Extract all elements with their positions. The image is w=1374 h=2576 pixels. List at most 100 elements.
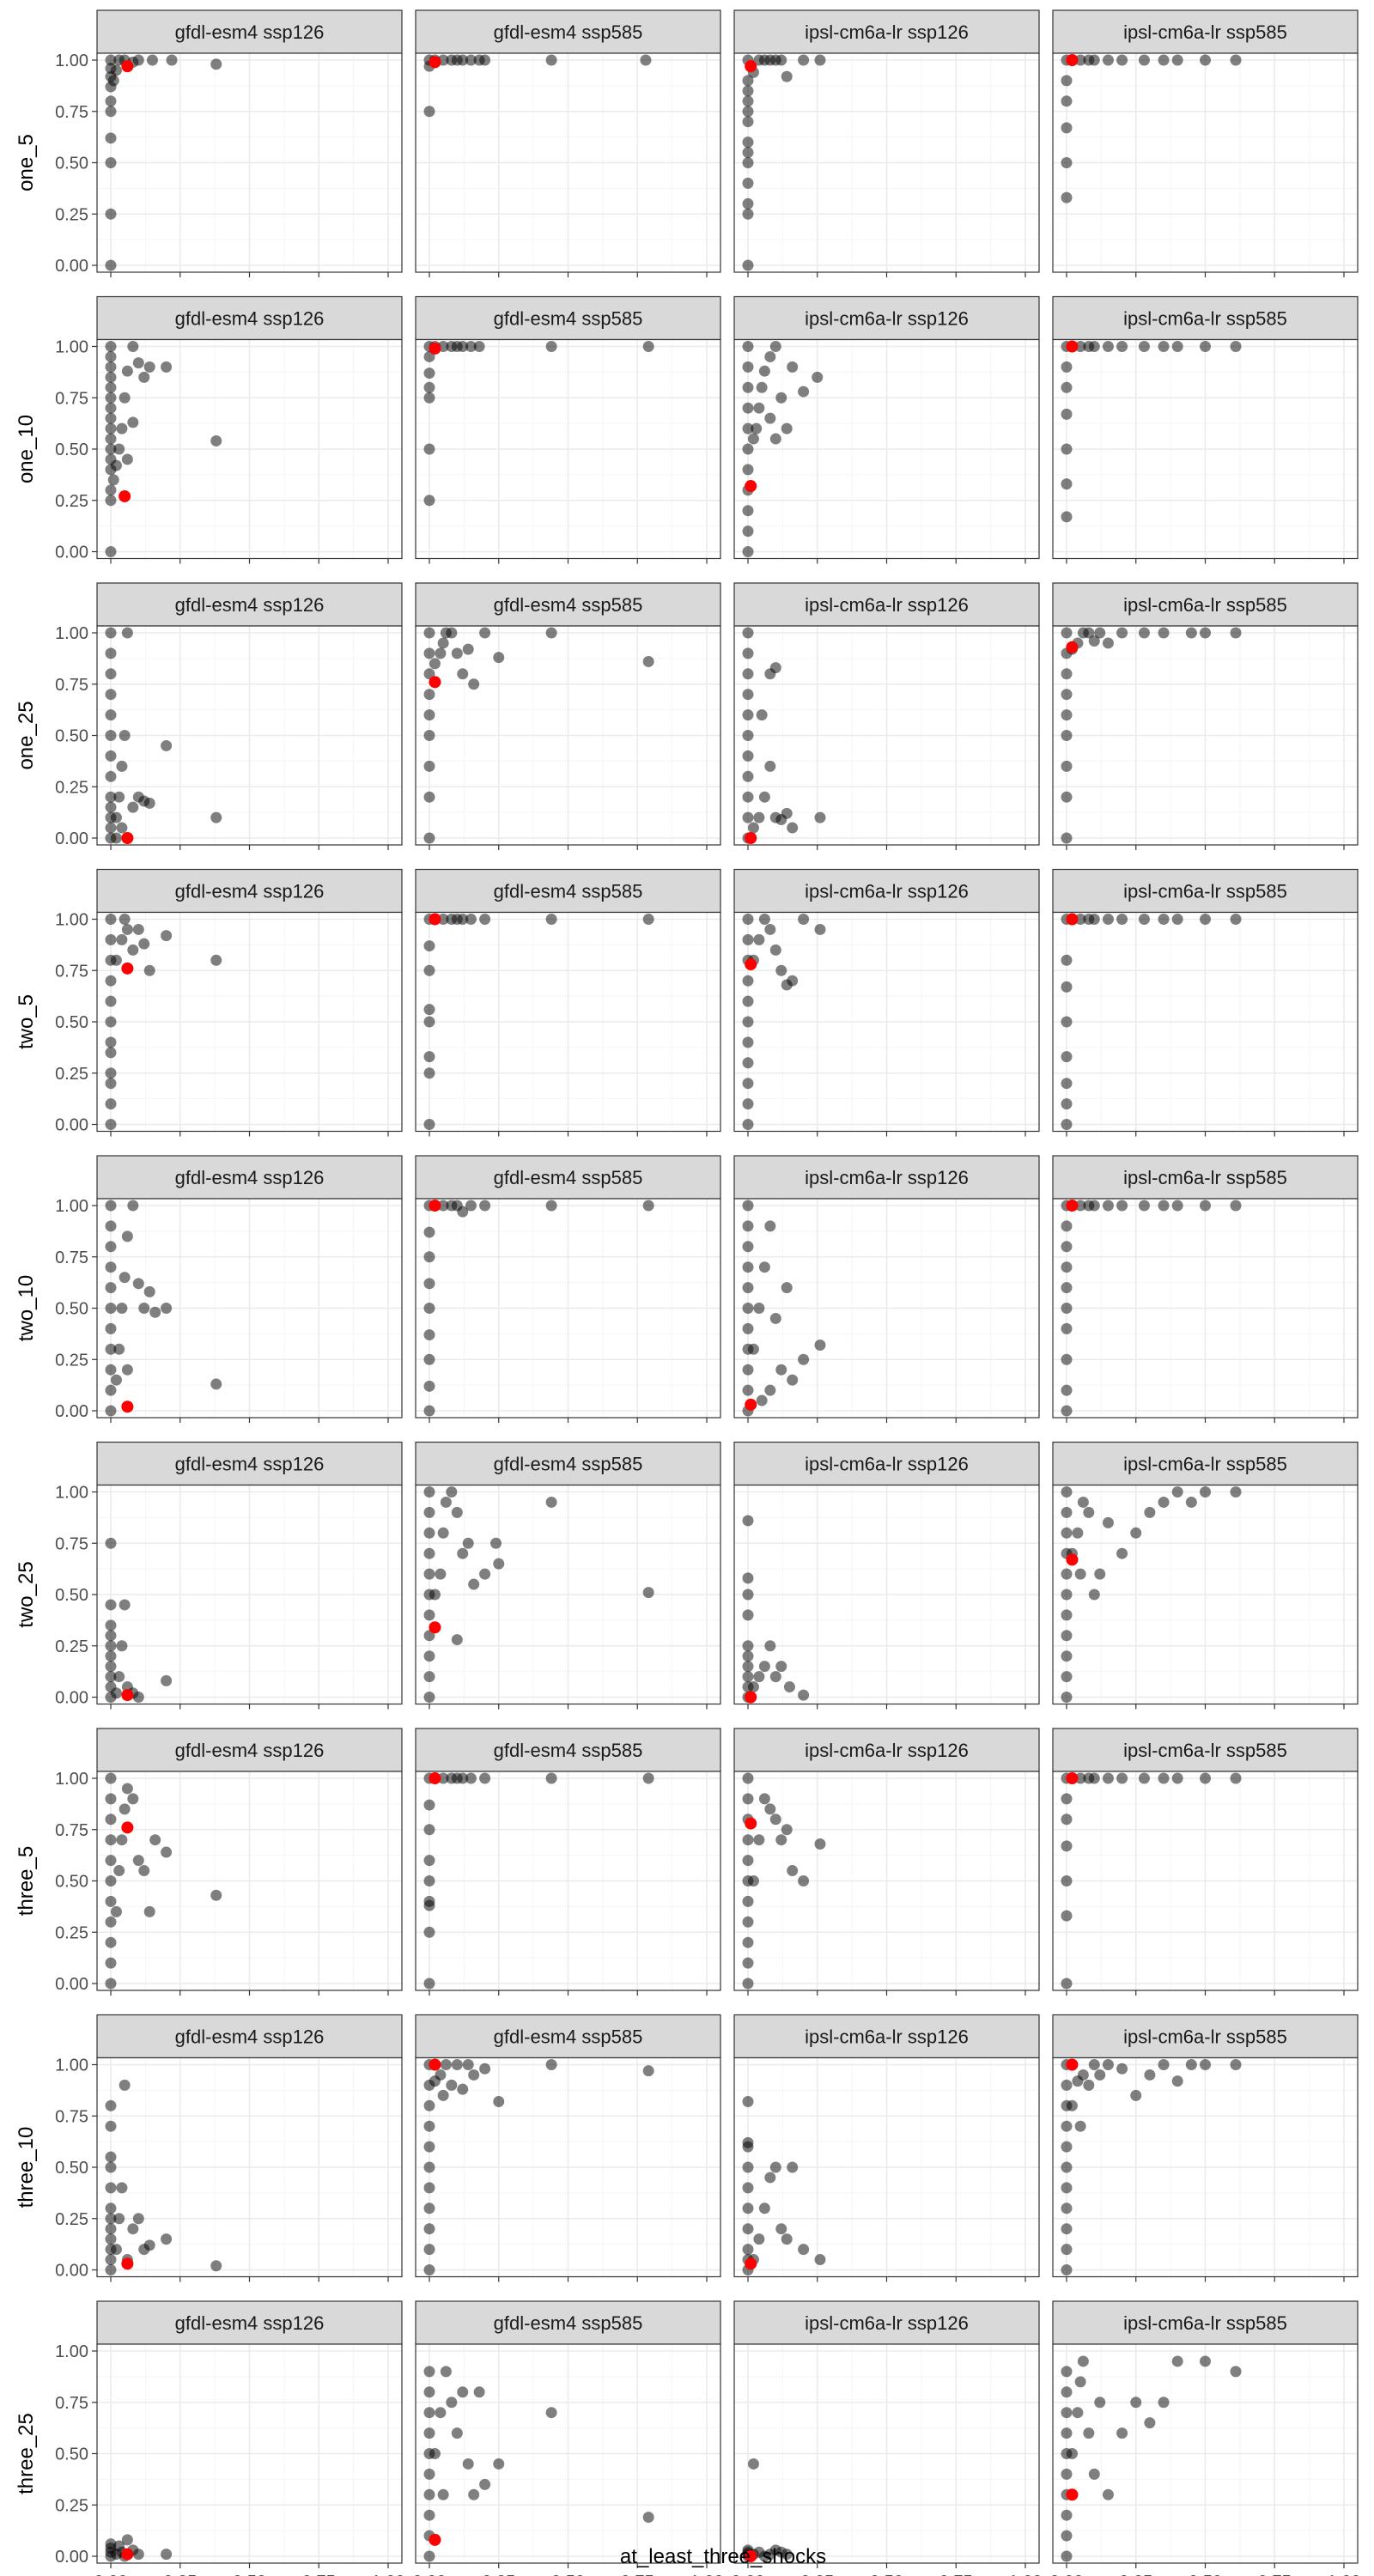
data-point	[1061, 1568, 1073, 1580]
data-point	[105, 822, 117, 834]
data-points	[105, 2534, 173, 2562]
data-point	[742, 1282, 754, 1294]
data-point	[742, 1078, 754, 1090]
data-point	[742, 402, 754, 414]
data-point	[742, 147, 754, 159]
data-points	[1061, 914, 1242, 1130]
facet-panel: gfdl-esm4 ssp585	[415, 9, 721, 277]
data-point	[1061, 1261, 1073, 1273]
data-point	[105, 1599, 117, 1611]
data-point	[161, 1846, 173, 1858]
data-point	[121, 365, 133, 377]
data-point	[769, 1814, 781, 1826]
highlight-point	[429, 1621, 441, 1634]
y-tick-label: 0.00	[55, 829, 88, 848]
data-point	[1061, 1875, 1073, 1886]
facet-strip	[96, 1728, 403, 1772]
data-point	[742, 689, 754, 701]
data-point	[764, 1640, 776, 1652]
data-points	[105, 341, 222, 557]
data-point	[742, 1364, 754, 1376]
data-point	[105, 2151, 117, 2163]
data-point	[742, 647, 754, 659]
data-point	[465, 1772, 477, 1784]
data-point	[423, 1353, 435, 1365]
data-point	[1144, 2069, 1156, 2081]
facet-strip-label: gfdl-esm4 ssp585	[494, 1167, 643, 1188]
data-point	[105, 1364, 117, 1376]
data-point	[105, 484, 117, 496]
row-label: one_25	[15, 701, 38, 769]
data-point	[105, 2254, 117, 2266]
data-point	[742, 361, 754, 373]
x-tick-label: 0.75	[621, 2573, 654, 2576]
data-point	[105, 750, 117, 762]
y-tick-label: 0.50	[55, 1586, 88, 1605]
facet-strip	[96, 2300, 403, 2345]
facet-strip-label: ipsl-cm6a-lr ssp585	[1123, 594, 1287, 616]
data-point	[747, 2458, 759, 2470]
data-point	[105, 381, 117, 393]
data-point	[423, 2161, 435, 2173]
y-tick-label: 0.75	[55, 676, 88, 695]
data-point	[161, 2549, 173, 2561]
data-point	[423, 2550, 435, 2562]
data-point	[479, 2478, 491, 2490]
data-point	[742, 709, 754, 721]
data-point	[110, 811, 122, 823]
facet-panel: ipsl-cm6a-lr ssp126	[733, 295, 1040, 564]
data-point	[127, 944, 139, 956]
data-point	[423, 2366, 435, 2378]
facet-strip	[96, 868, 403, 914]
data-point	[1061, 2407, 1073, 2419]
data-point	[1066, 2448, 1078, 2459]
data-point	[1094, 2069, 1106, 2081]
data-point	[742, 85, 754, 97]
data-point	[105, 106, 117, 118]
data-point	[545, 1496, 557, 1508]
data-point	[440, 2059, 452, 2070]
data-point	[781, 2549, 793, 2561]
data-point	[742, 1916, 754, 1928]
data-point	[758, 914, 770, 925]
data-point	[423, 1609, 435, 1621]
data-point	[423, 1630, 435, 1642]
data-point	[742, 106, 754, 118]
data-point	[1200, 914, 1211, 925]
data-point	[1200, 1486, 1211, 1498]
data-point	[105, 1793, 117, 1805]
data-point	[1061, 1098, 1073, 1110]
y-tick-label: 1.00	[55, 911, 88, 930]
data-point	[451, 2427, 463, 2439]
data-point	[1061, 689, 1073, 701]
data-point	[1088, 914, 1100, 925]
data-point	[423, 1251, 435, 1263]
data-point	[1061, 381, 1073, 393]
data-point	[113, 791, 125, 803]
data-point	[105, 132, 117, 144]
data-point	[798, 1689, 810, 1701]
data-point	[1230, 914, 1242, 925]
data-point	[1061, 1051, 1073, 1063]
data-points	[423, 2366, 654, 2562]
data-point	[642, 341, 654, 352]
highlight-point	[121, 60, 134, 73]
data-point	[446, 627, 458, 639]
data-point	[1061, 627, 1073, 639]
data-point	[423, 2407, 435, 2419]
data-point	[1072, 2407, 1084, 2419]
data-point	[1061, 2244, 1073, 2256]
data-point	[105, 914, 117, 925]
data-point	[1083, 2427, 1095, 2439]
data-point	[742, 443, 754, 455]
facet-panel: ipsl-cm6a-lr ssp126	[733, 9, 1040, 277]
y-tick-label: 1.00	[55, 338, 88, 357]
data-point	[1138, 914, 1150, 925]
data-point	[457, 341, 469, 352]
highlight-point	[1066, 1553, 1079, 1566]
data-point	[423, 1895, 435, 1907]
data-point	[132, 54, 144, 66]
data-point	[143, 1285, 155, 1297]
data-point	[451, 2059, 463, 2070]
data-point	[423, 2509, 435, 2521]
